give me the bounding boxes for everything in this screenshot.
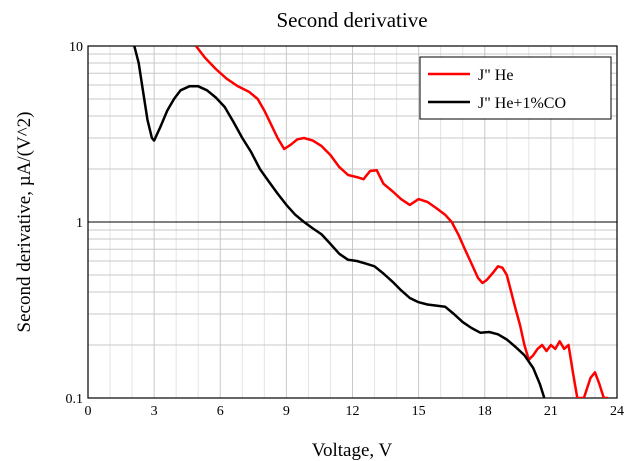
x-tick-label: 21	[544, 404, 558, 419]
x-tick-label: 18	[478, 404, 492, 419]
series-line-he	[195, 46, 609, 398]
x-tick-label: 15	[412, 404, 426, 419]
legend-label-he: J" He	[478, 67, 513, 84]
y-tick-label: 0.1	[66, 392, 84, 407]
series-line-he-co	[133, 46, 546, 398]
y-tick-label: 10	[69, 40, 83, 55]
series-layer	[133, 46, 609, 398]
x-tick-label: 9	[283, 404, 290, 419]
x-ticks: 0 3 6 9 12 15 18 21 24	[85, 404, 625, 419]
chart-title: Second derivative	[276, 8, 427, 32]
x-tick-label: 12	[346, 404, 360, 419]
legend: J" He J" He+1%CO	[419, 56, 612, 120]
y-axis-label: Second derivative, µA/(V^2)	[14, 112, 35, 333]
x-tick-label: 0	[85, 404, 92, 419]
y-tick-label: 1	[76, 216, 83, 231]
x-tick-label: 6	[217, 404, 224, 419]
x-tick-label: 24	[610, 404, 624, 419]
x-tick-label: 3	[151, 404, 158, 419]
y-ticks: 0.1 1 10	[66, 40, 84, 407]
plot-frame	[87, 45, 618, 399]
legend-label-he-co: J" He+1%CO	[478, 95, 566, 112]
legend-box	[419, 56, 612, 120]
x-axis-label: Voltage, V	[312, 440, 393, 461]
